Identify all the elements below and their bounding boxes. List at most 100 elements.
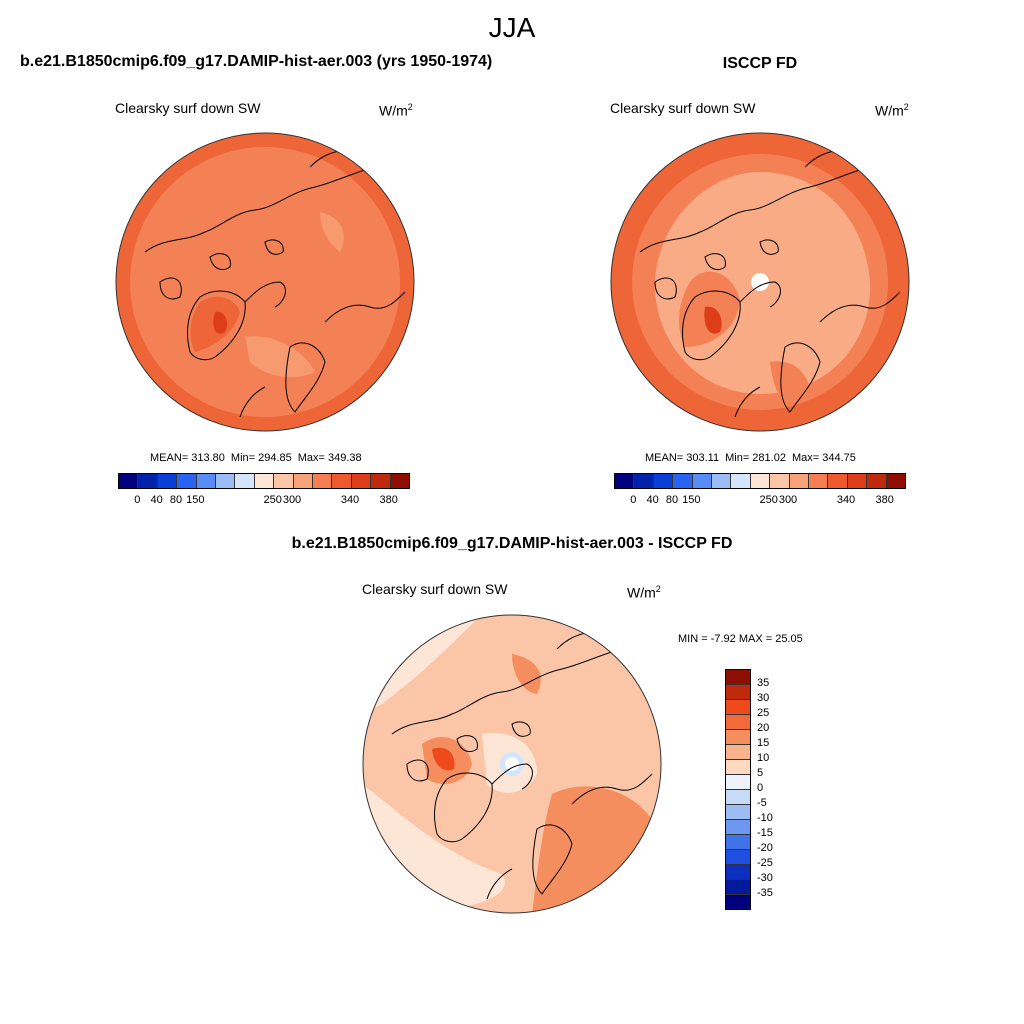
panel1-colorbar-ticks: 0 40 80 150 250 300 340 380 <box>118 494 408 508</box>
diff-colorbar-swatch <box>726 730 750 745</box>
diff-map-border <box>362 614 662 914</box>
panel2-colorbar-swatch <box>731 474 751 488</box>
diff-colorbar-label: 15 <box>757 737 770 749</box>
panel1-colorbar-swatch <box>196 474 217 488</box>
panel2-map-border <box>610 132 910 432</box>
panel2-stats: MEAN= 303.11 Min= 281.02 Max= 344.75 <box>645 452 862 464</box>
diff-colorbar-swatch <box>726 745 750 760</box>
diff-minmax-label: MIN = -7.92 MAX = 25.05 <box>678 633 803 645</box>
panel2-max: Max= 344.75 <box>791 452 856 464</box>
panel2-colorbar-swatch <box>867 474 887 488</box>
diff-colorbar-swatch <box>726 820 750 835</box>
diff-colorbar-label: 35 <box>757 677 770 689</box>
diff-field-darkest-region <box>432 747 455 771</box>
panel1-field-lighter-patch <box>245 336 315 378</box>
panel1-colorbar-swatch <box>390 474 410 488</box>
panel1-variable-label: Clearsky surf down SW <box>115 100 261 116</box>
panel1-colorbar-swatch <box>293 474 314 488</box>
diff-colorbar-label: -25 <box>757 857 773 869</box>
panel2-colorbar-swatch <box>886 474 906 488</box>
panel1-colorbar-swatch <box>371 474 391 488</box>
panel1-colorbar-swatch <box>313 474 333 488</box>
panel2-colorbar-swatch <box>809 474 829 488</box>
panel2-colorbar-tick-label: 300 <box>778 494 798 506</box>
panel1-polar-map <box>115 132 415 432</box>
panel2-colorbar-swatch <box>847 474 868 488</box>
diff-colorbar-label: 30 <box>757 692 770 704</box>
diff-colorbar-swatch <box>726 895 750 909</box>
panel2-colorbar-tick-label: 40 <box>646 494 659 506</box>
diff-colorbar-swatch <box>726 775 750 790</box>
panel2-colorbar-swatch <box>712 474 732 488</box>
panel2-colorbar-swatch <box>828 474 848 488</box>
diff-colorbar-swatch <box>726 670 750 685</box>
model-run-title: b.e21.B1850cmip6.f09_g17.DAMIP-hist-aer.… <box>20 53 493 70</box>
panel1-colorbar-swatch <box>332 474 352 488</box>
panel2-colorbar-ticks: 0 40 80 150 250 300 340 380 <box>614 494 904 508</box>
panel1-map-border <box>115 132 415 432</box>
season-title: JJA <box>488 12 536 43</box>
diff-colorbar-label: 0 <box>757 782 764 794</box>
diff-colorbar-label: -5 <box>757 797 767 809</box>
panel1-mean: MEAN= 313.80 <box>150 452 225 464</box>
panel1-colorbar-swatch <box>351 474 372 488</box>
panel1-max: Max= 349.38 <box>297 452 362 464</box>
diff-colorbar-label: 25 <box>757 707 770 719</box>
panel2-colorbar <box>614 473 906 489</box>
diff-field-dark-region <box>512 654 541 694</box>
panel2-colorbar-swatch <box>653 474 674 488</box>
panel1-colorbar-swatch <box>157 474 178 488</box>
panel1-min: Min= 294.85 <box>230 452 292 464</box>
panel2-colorbar-swatch <box>750 474 771 488</box>
diff-colorbar-label: 5 <box>757 767 764 779</box>
panel2-colorbar-swatch <box>615 474 635 488</box>
observation-title: ISCCP FD <box>722 55 798 72</box>
diff-colorbar <box>725 669 751 910</box>
diff-colorbar-label: -20 <box>757 842 773 854</box>
panel1-colorbar-tick-label: 150 <box>186 494 205 506</box>
panel1-colorbar-swatch <box>119 474 139 488</box>
diff-colorbar-swatch <box>726 880 750 895</box>
diff-colorbar-swatch <box>726 760 750 775</box>
panel2-colorbar-tick-label: 0 <box>630 494 637 506</box>
diff-colorbar-swatch <box>726 715 750 730</box>
diff-colorbar-label: -30 <box>757 872 773 884</box>
panel2-pole-hole <box>751 273 769 291</box>
diff-polar-map <box>362 614 662 914</box>
diff-colorbar-label: -15 <box>757 827 773 839</box>
panel2-colorbar-tick-label: 340 <box>836 494 856 506</box>
diff-colorbar-swatch <box>726 835 750 850</box>
diff-colorbar-swatch <box>726 790 750 805</box>
panel2-colorbar-swatch <box>634 474 654 488</box>
diff-colorbar-swatch <box>726 805 750 820</box>
panel2-colorbar-tick-label: 380 <box>875 494 894 506</box>
panel1-colorbar <box>118 473 410 489</box>
panel1-colorbar-tick-label: 40 <box>150 494 163 506</box>
diff-colorbar-swatch <box>726 850 750 865</box>
panel1-colorbar-tick-label: 250 <box>263 494 282 506</box>
panel1-colorbar-swatch <box>216 474 236 488</box>
panel2-colorbar-swatch <box>673 474 693 488</box>
panel1-field-greenland-peak <box>213 311 227 334</box>
panel2-min: Min= 281.02 <box>725 452 786 464</box>
panel2-colorbar-tick-label: 80 <box>665 494 679 506</box>
panel1-field-lighter-patch <box>320 212 344 252</box>
diff-colorbar-label: -10 <box>757 812 773 824</box>
panel2-mean: MEAN= 303.11 <box>645 452 720 464</box>
panel1-colorbar-tick-label: 80 <box>169 494 183 506</box>
panel1-colorbar-swatch <box>254 474 275 488</box>
panel2-field-greenland-peak <box>704 306 722 334</box>
diff-colorbar-label: 20 <box>757 722 770 734</box>
panel1-colorbar-swatch <box>138 474 158 488</box>
panel2-coastlines <box>639 149 901 418</box>
panel2-colorbar-swatch <box>789 474 810 488</box>
diff-colorbar-label: -35 <box>757 887 773 899</box>
diff-units-label: W/m2 <box>627 584 661 601</box>
panel1-coastlines <box>144 149 406 418</box>
panel1-colorbar-swatch <box>177 474 197 488</box>
panel1-colorbar-swatch <box>235 474 255 488</box>
panel2-colorbar-tick-label: 250 <box>759 494 778 506</box>
diff-colorbar-label: 10 <box>757 752 770 764</box>
panel2-polar-map <box>610 132 910 432</box>
diff-pole-hole <box>505 757 519 771</box>
